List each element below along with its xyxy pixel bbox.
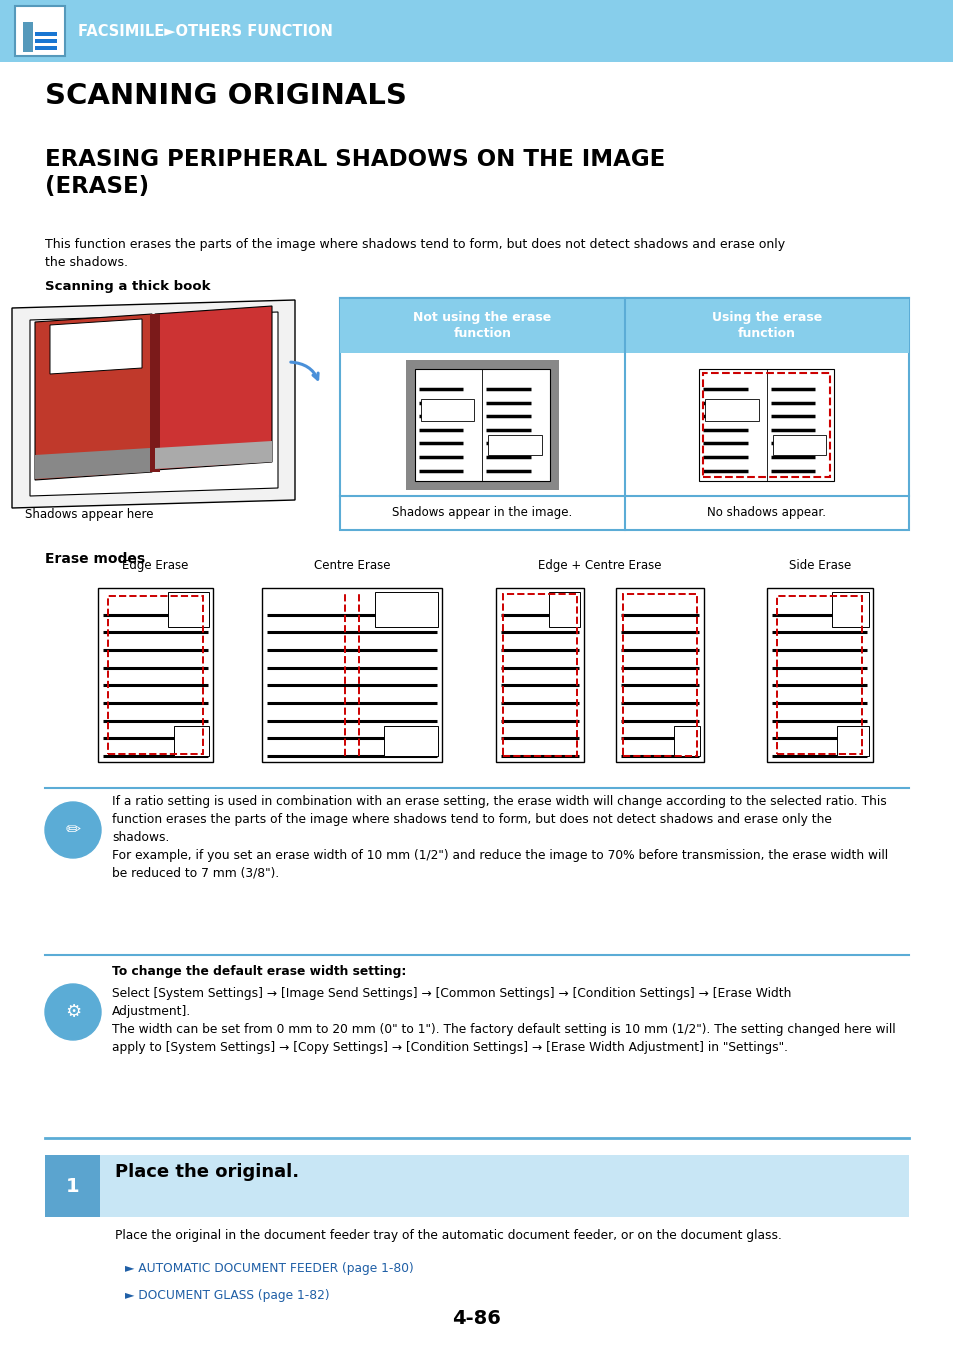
Bar [831, 593, 867, 626]
Bar [702, 373, 829, 477]
Polygon shape [30, 312, 277, 495]
Text: FACSIMILE►OTHERS FUNCTION: FACSIMILE►OTHERS FUNCTION [78, 23, 333, 39]
Bar [45, 1156, 908, 1216]
Polygon shape [35, 448, 150, 479]
Text: 4-86: 4-86 [452, 1308, 501, 1327]
Polygon shape [150, 315, 160, 472]
Text: Side Erase: Side Erase [788, 559, 850, 572]
Bar [699, 369, 833, 481]
Text: 1: 1 [66, 1176, 79, 1196]
Bar [97, 589, 213, 761]
Bar [496, 589, 583, 761]
Circle shape [45, 984, 101, 1040]
Bar [262, 589, 441, 761]
Text: ERASING PERIPHERAL SHADOWS ON THE IMAGE
(ERASE): ERASING PERIPHERAL SHADOWS ON THE IMAGE … [45, 148, 664, 198]
Bar [488, 435, 541, 455]
Bar [339, 298, 908, 352]
Polygon shape [65, 423, 240, 472]
Bar [168, 593, 209, 626]
Text: If a ratio setting is used in combination with an erase setting, the erase width: If a ratio setting is used in combinatio… [112, 795, 887, 880]
Bar [772, 435, 825, 455]
Text: Shadows appear in the image.: Shadows appear in the image. [392, 506, 572, 520]
Bar [35, 32, 57, 36]
Bar [673, 726, 700, 756]
Bar [35, 46, 57, 50]
Text: To change the default erase width setting:: To change the default erase width settin… [112, 965, 406, 977]
Text: Edge + Centre Erase: Edge + Centre Erase [537, 559, 661, 572]
Bar [616, 589, 703, 761]
Bar [415, 369, 549, 481]
Polygon shape [35, 315, 152, 481]
Bar [45, 1156, 100, 1216]
Bar [339, 298, 908, 531]
Bar [420, 398, 474, 420]
Bar [23, 22, 33, 53]
Text: ► AUTOMATIC DOCUMENT FEEDER (page 1-80): ► AUTOMATIC DOCUMENT FEEDER (page 1-80) [125, 1262, 414, 1274]
Bar [405, 359, 558, 490]
Bar [108, 595, 202, 755]
Text: SCANNING ORIGINALS: SCANNING ORIGINALS [45, 82, 406, 109]
Bar [836, 726, 867, 756]
Text: ✏: ✏ [66, 821, 80, 838]
Polygon shape [154, 306, 272, 470]
Text: ► DOCUMENT GLASS (page 1-82): ► DOCUMENT GLASS (page 1-82) [125, 1289, 330, 1301]
Text: Not using the erase
function: Not using the erase function [413, 310, 551, 340]
Bar [375, 593, 437, 626]
Bar [777, 595, 862, 755]
Bar [767, 589, 872, 761]
Bar [0, 0, 953, 62]
Circle shape [45, 802, 101, 859]
Bar [502, 594, 577, 756]
Text: This function erases the parts of the image where shadows tend to form, but does: This function erases the parts of the im… [45, 238, 784, 269]
Text: Erase modes: Erase modes [45, 552, 145, 566]
Text: Centre Erase: Centre Erase [314, 559, 390, 572]
Bar [549, 593, 579, 626]
Text: Place the original in the document feeder tray of the automatic document feeder,: Place the original in the document feede… [115, 1228, 781, 1242]
Bar [173, 726, 209, 756]
Bar [622, 594, 697, 756]
Polygon shape [50, 319, 142, 374]
Polygon shape [154, 441, 272, 468]
Text: Edge Erase: Edge Erase [122, 559, 188, 572]
Text: No shadows appear.: No shadows appear. [706, 506, 825, 520]
Bar [704, 398, 758, 420]
Bar [384, 726, 437, 756]
Text: Select [System Settings] → [Image Send Settings] → [Common Settings] → [Conditio: Select [System Settings] → [Image Send S… [112, 987, 895, 1054]
Text: Using the erase
function: Using the erase function [711, 310, 821, 340]
Text: ⚙: ⚙ [65, 1003, 81, 1021]
Bar [15, 5, 65, 55]
Polygon shape [12, 300, 294, 508]
Text: Scanning a thick book: Scanning a thick book [45, 279, 211, 293]
Bar [35, 39, 57, 43]
Text: Place the original.: Place the original. [115, 1162, 299, 1181]
Text: Shadows appear here: Shadows appear here [25, 508, 153, 521]
